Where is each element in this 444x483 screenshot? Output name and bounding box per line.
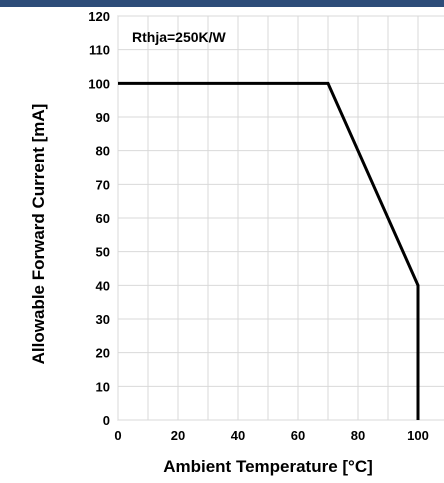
- x-tick-40: 40: [231, 428, 245, 443]
- horizontal-gridlines: [118, 15, 444, 421]
- y-tick-30: 30: [96, 312, 110, 327]
- y-tick-40: 40: [96, 278, 110, 293]
- y-tick-0: 0: [103, 413, 110, 428]
- x-tick-100: 100: [407, 428, 429, 443]
- x-tick-60: 60: [291, 428, 305, 443]
- thermal-resistance-annotation: Rthja=250K/W: [132, 29, 227, 45]
- top-accent-bar: [0, 0, 444, 7]
- x-axis-label: Ambient Temperature [°C]: [163, 457, 373, 476]
- x-tick-labels: 0 20 40 60 80 100: [114, 428, 428, 443]
- y-tick-100: 100: [88, 76, 110, 91]
- y-axis-label: Allowable Forward Current [mA]: [29, 104, 48, 365]
- y-tick-labels: 0 10 20 30 40 50 60 70 80 90 100 110 120: [88, 9, 110, 428]
- x-tick-80: 80: [351, 428, 365, 443]
- y-tick-20: 20: [96, 346, 110, 361]
- series-line: [118, 81, 420, 420]
- y-tick-60: 60: [96, 211, 110, 226]
- y-tick-80: 80: [96, 144, 110, 159]
- x-tick-20: 20: [171, 428, 185, 443]
- y-tick-90: 90: [96, 110, 110, 125]
- x-tick-0: 0: [114, 428, 121, 443]
- y-tick-50: 50: [96, 245, 110, 260]
- y-tick-110: 110: [89, 43, 110, 58]
- y-tick-120: 120: [88, 9, 110, 24]
- y-tick-70: 70: [96, 177, 110, 192]
- y-tick-10: 10: [96, 379, 110, 394]
